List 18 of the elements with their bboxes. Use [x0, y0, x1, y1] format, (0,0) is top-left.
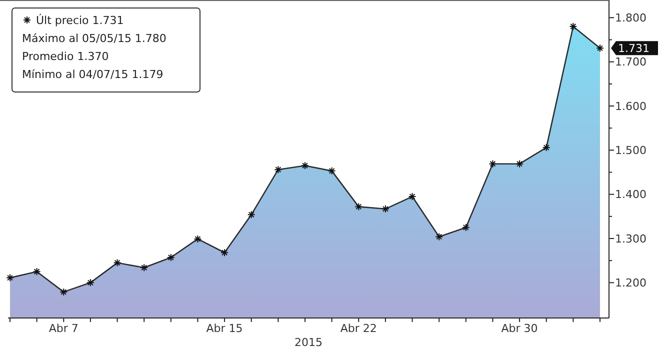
x-tick-label: Abr 22: [340, 322, 377, 335]
y-tick-label: 1.600: [615, 100, 646, 113]
y-tick-label: 1.500: [615, 144, 646, 158]
text: 1.731: [618, 42, 650, 55]
annotation: 1.731: [92, 14, 124, 27]
annotation: Promedio 1.370: [22, 50, 109, 63]
y-tick-label: 1.800: [615, 12, 646, 25]
x-axis-title: 2015: [294, 336, 322, 348]
x-tick-label: Abr 30: [501, 322, 538, 335]
y-tick-label: 1.300: [615, 232, 646, 246]
y-tick-label: 1.200: [615, 276, 646, 290]
x-tick-label: Abr 15: [206, 322, 243, 335]
y-tick-label: 1.400: [615, 188, 646, 202]
legend-label: Últ precio: [36, 14, 89, 27]
y-tick-label: 1.700: [615, 56, 646, 69]
x-tick-label: Abr 7: [48, 322, 78, 335]
annotation: Mínimo al 04/07/15 1.179: [22, 68, 164, 81]
annotation: Máximo al 05/05/15 1.780: [22, 32, 166, 45]
